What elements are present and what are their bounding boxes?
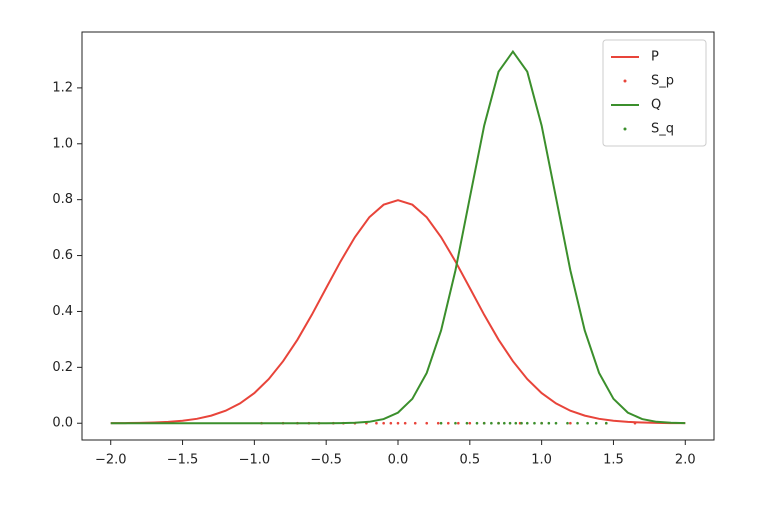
x-tick-label: 1.5 bbox=[603, 453, 624, 468]
scatter-point bbox=[586, 421, 589, 425]
scatter-point bbox=[514, 421, 518, 425]
y-tick-label: 0.4 bbox=[52, 304, 73, 319]
x-tick-label: −1.5 bbox=[167, 453, 199, 468]
scatter-point bbox=[375, 421, 378, 425]
scatter-point bbox=[520, 421, 523, 425]
legend: P S_p Q S_q bbox=[602, 39, 707, 147]
x-tick-label: 0.5 bbox=[459, 453, 480, 468]
scatter-point bbox=[604, 421, 608, 425]
scatter-point bbox=[468, 421, 472, 425]
legend-box bbox=[602, 39, 707, 147]
legend-label: P bbox=[651, 50, 659, 65]
y-tick-label: 1.2 bbox=[52, 80, 73, 95]
scatter-point bbox=[540, 421, 543, 425]
scatter-point bbox=[482, 421, 486, 425]
scatter-point bbox=[382, 421, 385, 425]
x-tick-label: 0.0 bbox=[388, 453, 409, 468]
scatter-point bbox=[446, 421, 450, 425]
scatter-point bbox=[547, 421, 551, 425]
x-tick-label: −0.5 bbox=[310, 453, 342, 468]
scatter-point bbox=[508, 421, 512, 425]
scatter-point bbox=[425, 421, 429, 425]
y-tick-label: 0.2 bbox=[52, 360, 73, 375]
plot-frame bbox=[81, 31, 715, 441]
scatter-point bbox=[396, 421, 400, 425]
scatter-point bbox=[525, 421, 529, 425]
scatter-point bbox=[576, 421, 579, 425]
legend-marker bbox=[623, 79, 627, 83]
legend-label: S_q bbox=[651, 122, 674, 137]
y-tick-label: 1.0 bbox=[52, 136, 73, 151]
scatter-point bbox=[533, 421, 536, 425]
y-tick-label: 0.0 bbox=[52, 416, 73, 431]
y-tick-label: 0.8 bbox=[52, 192, 73, 207]
line-series bbox=[110, 49, 686, 425]
scatter-point bbox=[413, 421, 417, 425]
scatter-point bbox=[554, 421, 558, 425]
x-tick-label: −2.0 bbox=[95, 453, 127, 468]
scatter-point bbox=[569, 421, 572, 425]
scatter-point bbox=[502, 421, 506, 425]
scatter-point bbox=[497, 421, 500, 425]
x-tick-label: 1.0 bbox=[531, 453, 552, 468]
scatter-point bbox=[389, 421, 393, 425]
x-tick-label: −1.0 bbox=[239, 453, 271, 468]
y-tick-label: 0.6 bbox=[52, 248, 73, 263]
scatter-point bbox=[465, 421, 469, 425]
legend-marker bbox=[623, 127, 627, 131]
scatter-point bbox=[475, 421, 479, 425]
x-tick-label: 2.0 bbox=[675, 453, 696, 468]
legend-label: S_p bbox=[651, 74, 674, 89]
scatter-point bbox=[490, 421, 493, 425]
scatter-point bbox=[633, 421, 637, 425]
scatter-point bbox=[594, 421, 598, 425]
scatter-point bbox=[436, 421, 440, 425]
legend-label: Q bbox=[651, 98, 661, 113]
scatter-point bbox=[457, 421, 460, 425]
line-series bbox=[110, 199, 686, 425]
scatter-point bbox=[566, 421, 569, 425]
scatter-point bbox=[439, 421, 443, 425]
scatter-point bbox=[454, 421, 457, 425]
scatter-point bbox=[403, 421, 407, 425]
